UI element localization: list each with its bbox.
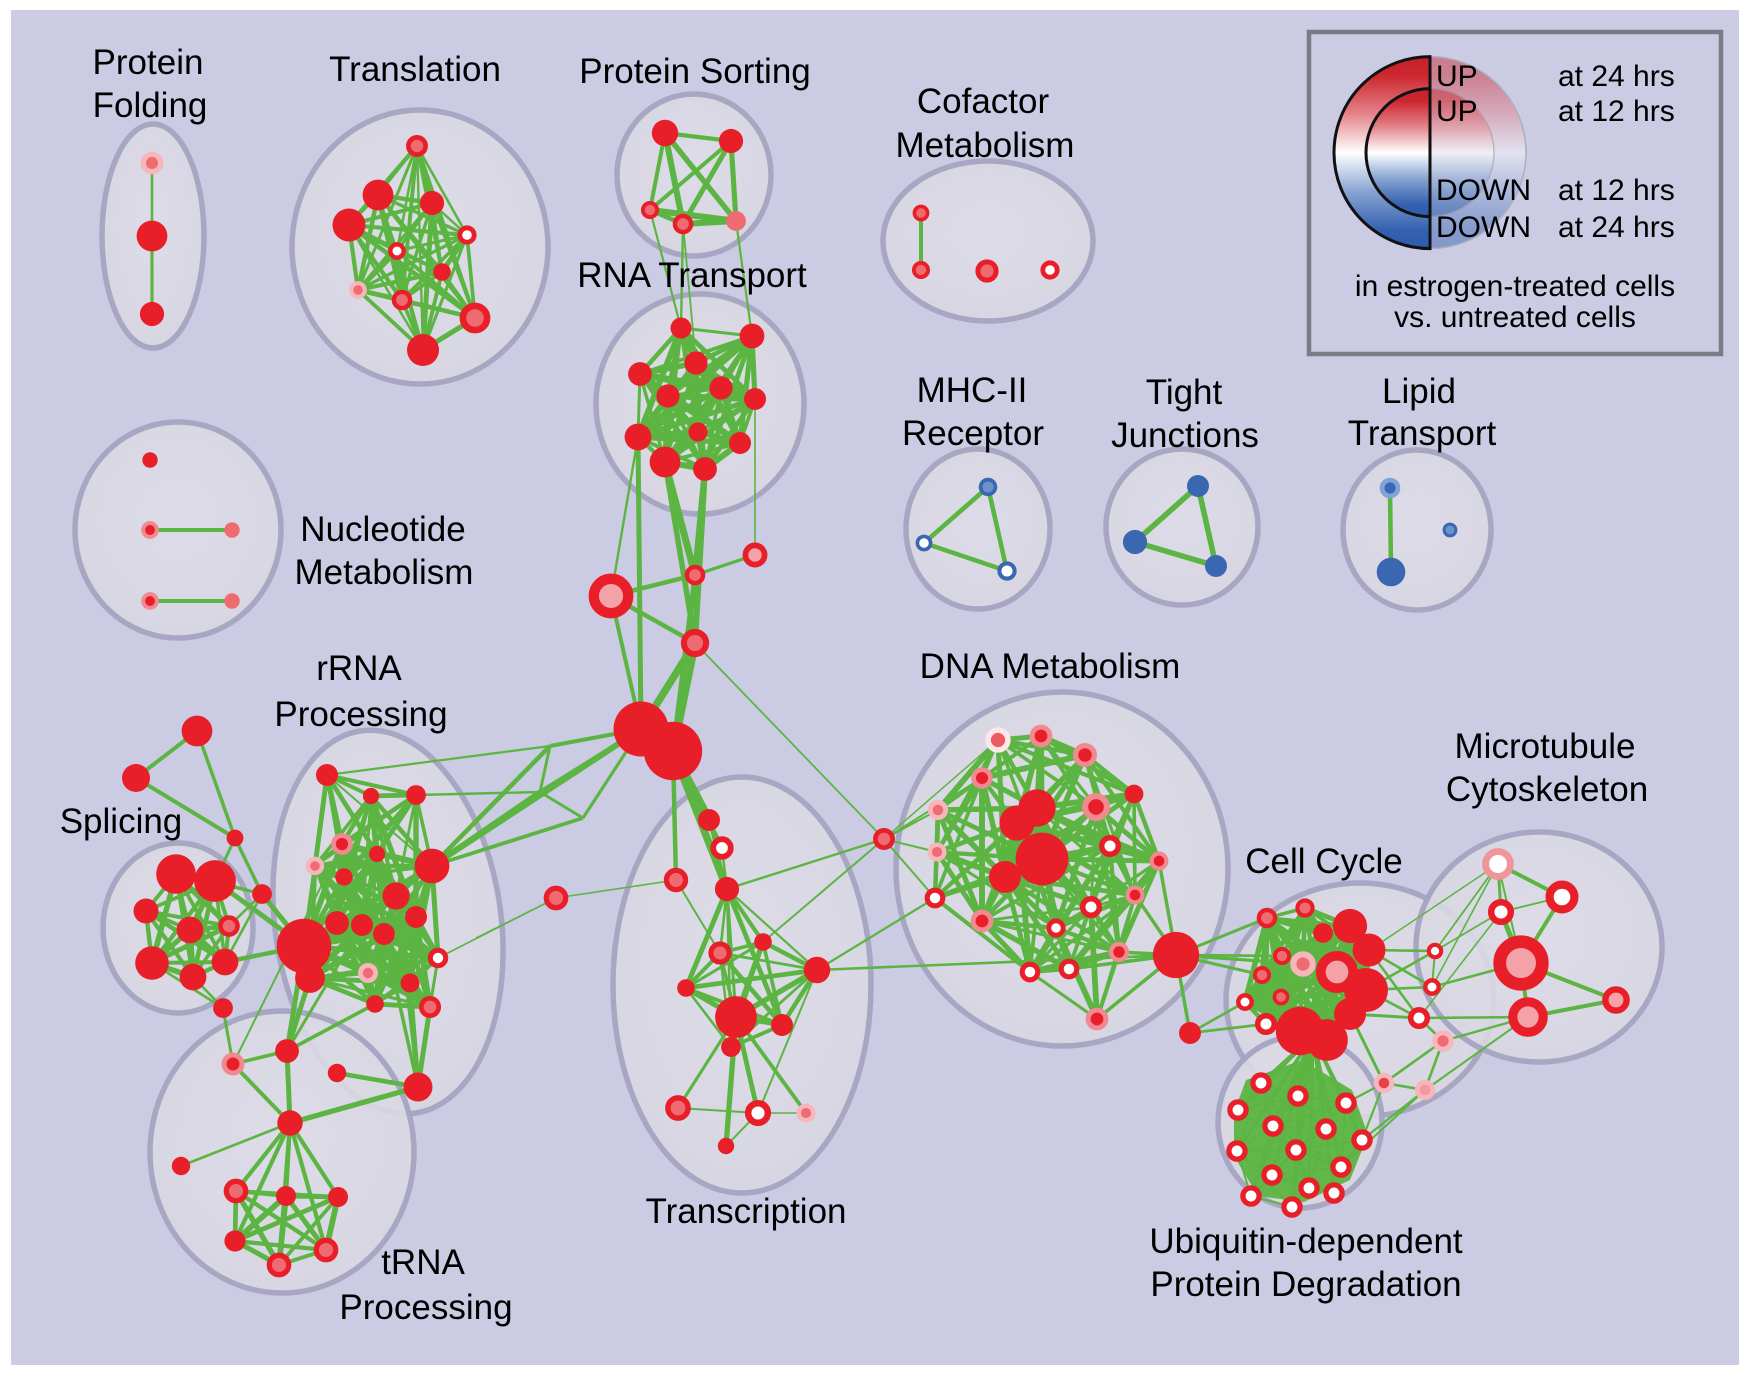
svg-text:Cofactor: Cofactor bbox=[917, 82, 1050, 121]
svg-text:at 12 hrs: at 12 hrs bbox=[1558, 174, 1675, 207]
svg-text:DNA Metabolism: DNA Metabolism bbox=[920, 647, 1181, 686]
svg-text:Microtubule: Microtubule bbox=[1455, 727, 1636, 766]
svg-text:Receptor: Receptor bbox=[902, 414, 1044, 453]
svg-text:Protein: Protein bbox=[93, 43, 204, 82]
svg-text:in estrogen-treated cells: in estrogen-treated cells bbox=[1355, 270, 1675, 303]
svg-text:Metabolism: Metabolism bbox=[896, 126, 1075, 165]
svg-text:DOWN: DOWN bbox=[1436, 211, 1531, 244]
svg-text:Protein Degradation: Protein Degradation bbox=[1150, 1265, 1461, 1304]
svg-text:Processing: Processing bbox=[339, 1288, 512, 1327]
svg-text:Transport: Transport bbox=[1348, 414, 1497, 453]
svg-text:Metabolism: Metabolism bbox=[295, 553, 474, 592]
svg-text:vs. untreated cells: vs. untreated cells bbox=[1394, 301, 1636, 334]
svg-text:tRNA: tRNA bbox=[381, 1243, 465, 1282]
svg-text:UP: UP bbox=[1436, 95, 1478, 128]
svg-text:at 24 hrs: at 24 hrs bbox=[1558, 60, 1675, 93]
svg-text:at 24 hrs: at 24 hrs bbox=[1558, 211, 1675, 244]
svg-text:Cytoskeleton: Cytoskeleton bbox=[1446, 770, 1648, 809]
svg-text:at 12 hrs: at 12 hrs bbox=[1558, 95, 1675, 128]
svg-text:RNA Transport: RNA Transport bbox=[577, 256, 807, 295]
svg-text:Ubiquitin-dependent: Ubiquitin-dependent bbox=[1149, 1222, 1463, 1261]
svg-text:Transcription: Transcription bbox=[646, 1192, 847, 1231]
svg-text:Junctions: Junctions bbox=[1111, 416, 1259, 455]
svg-text:Tight: Tight bbox=[1146, 373, 1223, 412]
svg-text:DOWN: DOWN bbox=[1436, 174, 1531, 207]
svg-text:UP: UP bbox=[1436, 60, 1478, 93]
svg-text:Splicing: Splicing bbox=[60, 802, 183, 841]
svg-text:MHC-II: MHC-II bbox=[917, 371, 1028, 410]
svg-text:Lipid: Lipid bbox=[1382, 372, 1456, 411]
svg-text:Cell Cycle: Cell Cycle bbox=[1245, 842, 1403, 881]
svg-text:Translation: Translation bbox=[329, 50, 501, 89]
svg-text:Protein Sorting: Protein Sorting bbox=[579, 52, 811, 91]
svg-text:Nucleotide: Nucleotide bbox=[300, 510, 465, 549]
svg-text:Processing: Processing bbox=[274, 695, 447, 734]
svg-text:Folding: Folding bbox=[93, 86, 208, 125]
svg-text:rRNA: rRNA bbox=[316, 649, 402, 688]
